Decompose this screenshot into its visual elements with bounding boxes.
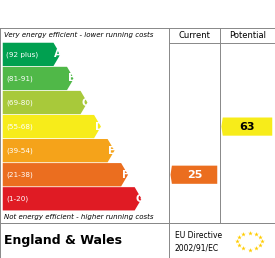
Polygon shape (3, 43, 60, 66)
Polygon shape (170, 166, 217, 184)
Text: (55-68): (55-68) (6, 123, 33, 130)
Text: (92 plus): (92 plus) (6, 51, 38, 58)
Text: 63: 63 (240, 122, 255, 132)
Polygon shape (3, 187, 142, 211)
Text: Current: Current (179, 31, 210, 40)
Text: 25: 25 (187, 170, 202, 180)
Text: (1-20): (1-20) (6, 196, 28, 202)
Polygon shape (3, 163, 128, 186)
Text: D: D (95, 122, 103, 132)
Text: G: G (136, 194, 144, 204)
Text: England & Wales: England & Wales (4, 234, 122, 247)
Text: E: E (108, 146, 116, 156)
Polygon shape (3, 91, 87, 114)
Text: C: C (81, 98, 89, 108)
Polygon shape (3, 67, 74, 90)
Polygon shape (3, 115, 101, 138)
Text: (69-80): (69-80) (6, 99, 33, 106)
Polygon shape (3, 139, 114, 162)
Text: (21-38): (21-38) (6, 172, 33, 178)
Text: Potential: Potential (229, 31, 266, 40)
Text: Energy Efficiency Rating: Energy Efficiency Rating (3, 7, 187, 21)
Text: B: B (68, 74, 76, 83)
Text: Very energy efficient - lower running costs: Very energy efficient - lower running co… (4, 32, 153, 38)
Text: A: A (54, 49, 62, 59)
Text: (39-54): (39-54) (6, 147, 33, 154)
Text: Not energy efficient - higher running costs: Not energy efficient - higher running co… (4, 214, 154, 220)
Text: 2002/91/EC: 2002/91/EC (175, 244, 219, 253)
Text: EU Directive: EU Directive (175, 231, 222, 240)
Text: (81-91): (81-91) (6, 75, 33, 82)
Polygon shape (221, 117, 272, 136)
Text: F: F (122, 170, 129, 180)
